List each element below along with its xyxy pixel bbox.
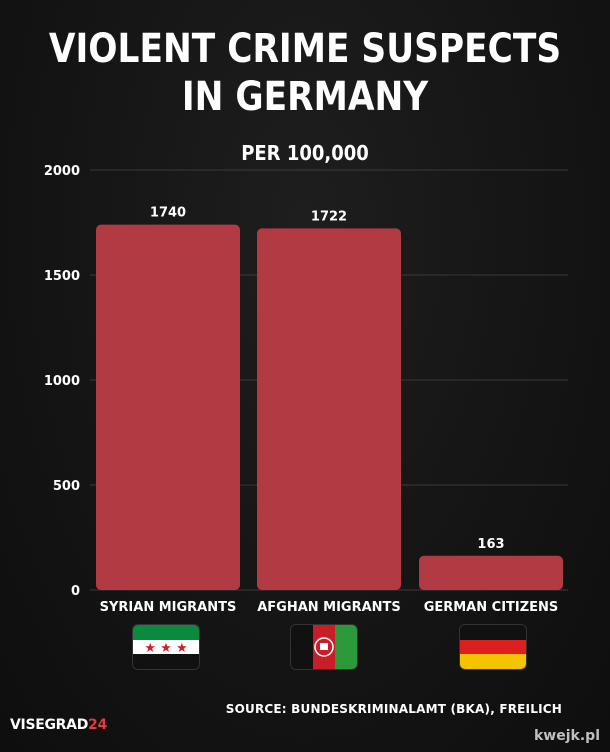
- afghanistan-flag-icon: [290, 624, 358, 670]
- bar-2: [257, 228, 401, 590]
- visegrad24-logo: VISEGRAD24: [10, 717, 107, 733]
- category-label: AFGHAN MIGRANTS: [257, 600, 401, 615]
- bar-value-label: 1740: [150, 206, 186, 221]
- logo-text: VISEGRAD: [10, 717, 89, 733]
- logo-number: 24: [88, 717, 107, 733]
- category-label: GERMAN CITIZENS: [424, 600, 559, 615]
- germany-flag-icon: [459, 624, 527, 670]
- syria-revolution-flag-icon: ★ ★ ★: [132, 624, 200, 670]
- y-tick-label: 0: [71, 584, 80, 599]
- bar-value-label: 163: [477, 537, 504, 552]
- bar-value-label: 1722: [311, 209, 347, 224]
- bar-1: [96, 224, 240, 590]
- y-tick-label: 1000: [44, 374, 80, 389]
- source-note: SOURCE: BUNDESKRIMINALAMT (BKA), FREILIC…: [225, 702, 562, 716]
- chart-title-line-1: VIOLENT CRIME SUSPECTS: [48, 26, 562, 72]
- y-tick-label: 2000: [44, 164, 80, 179]
- category-label: SYRIAN MIGRANTS: [100, 600, 237, 615]
- y-tick-label: 500: [53, 479, 80, 494]
- svg-text:★ ★ ★: ★ ★ ★: [144, 641, 187, 656]
- chart-subtitle: PER 100,000: [241, 141, 369, 165]
- chart-title-line-2: IN GERMANY: [181, 74, 429, 120]
- y-tick-label: 1500: [44, 269, 80, 284]
- bar-3: [419, 555, 563, 590]
- watermark: kwejk.pl: [534, 728, 600, 744]
